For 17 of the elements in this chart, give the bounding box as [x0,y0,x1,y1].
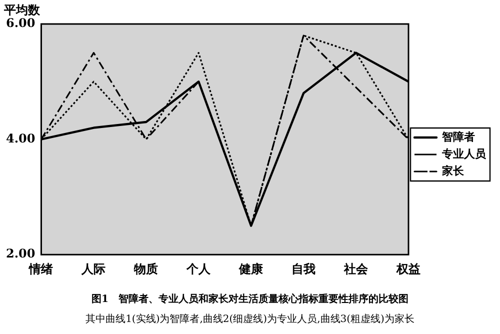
y-axis-title: 平均数 [4,2,40,18]
x-tick-label: 个人 [186,262,212,276]
x-tick-label: 自我 [292,262,316,276]
text: 图1 智障者、专业人员和家长对生活质量核心指标重要性排序的比较图 [90,292,410,306]
y-tick-label: 6.00 [6,16,36,30]
x-tick-label: 人际 [80,262,106,276]
y-tick-label: 2.00 [6,246,36,261]
x-tick-label: 情绪 [28,262,54,276]
x-tick-label: 物质 [133,262,158,276]
text: 其中曲线1(实线)为智障者,曲线2(细虚线)为专业人员,曲线3(粗虚线)为家长 [84,312,416,326]
legend-label: 家长 [441,164,465,178]
legend-label: 专业人员 [441,147,487,160]
legend-label: 智障者 [441,130,475,144]
y-tick-label: 4.00 [6,131,36,146]
x-tick-label: 社会 [343,262,370,276]
x-tick-label: 健康 [238,262,264,276]
x-tick-label: 权益 [396,262,420,276]
